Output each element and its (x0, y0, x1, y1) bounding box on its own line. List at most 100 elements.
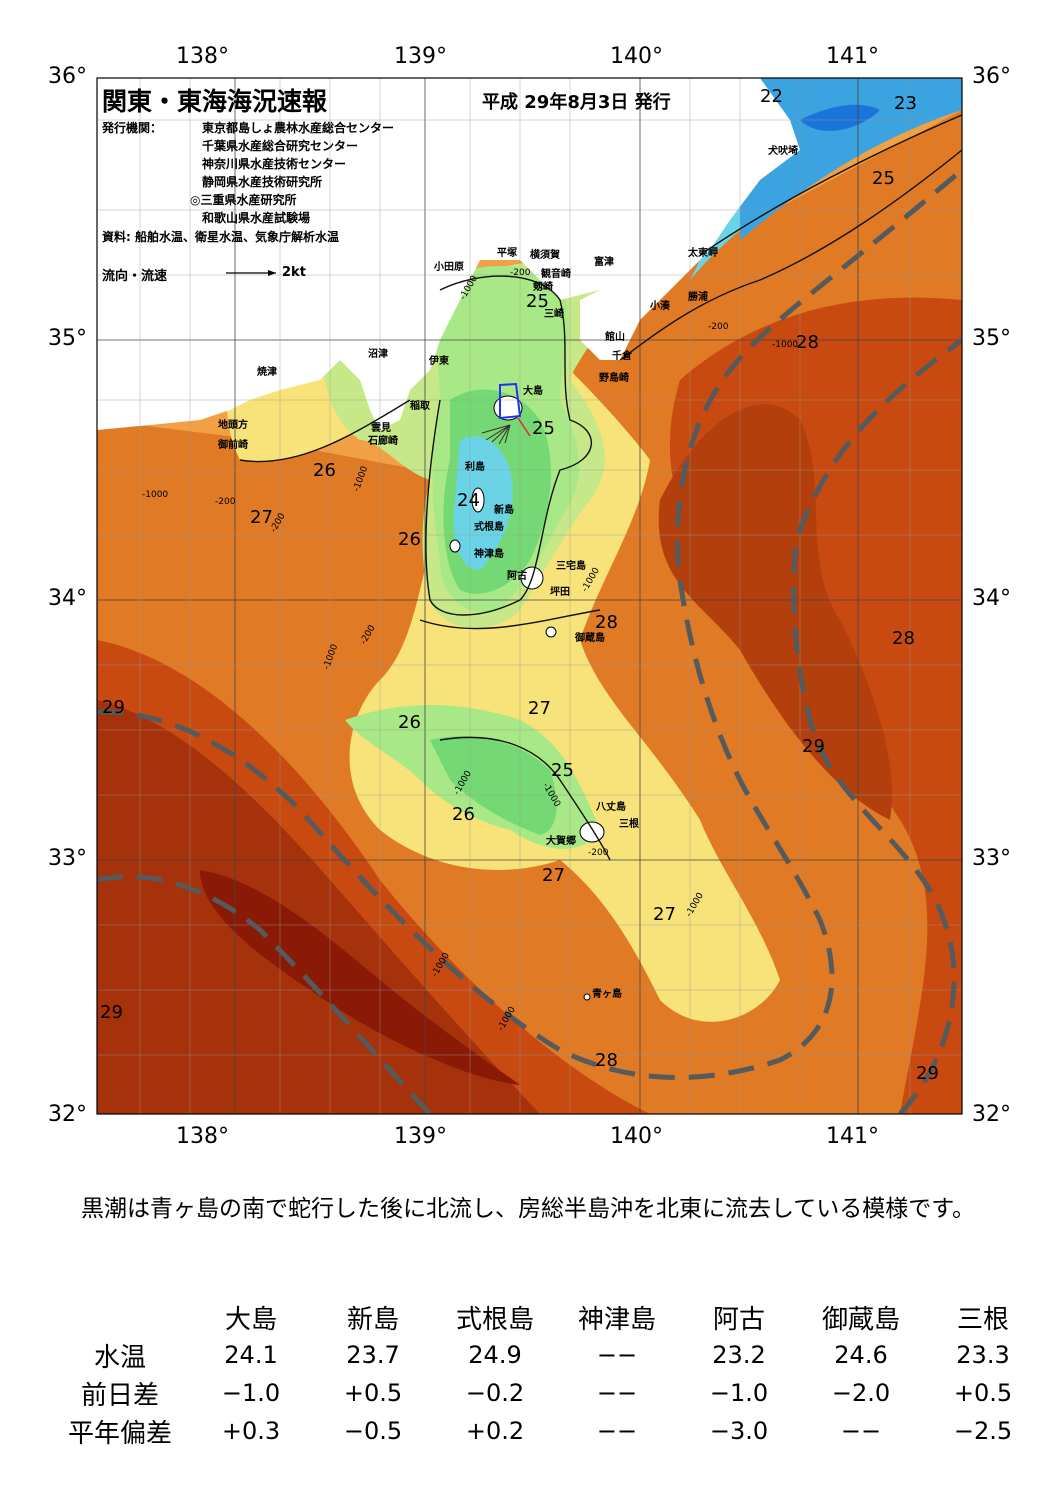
sst-label: 28 (595, 1050, 618, 1071)
place-name: 焼津 (257, 367, 277, 378)
issuer: 神奈川県水産技術センター (202, 157, 347, 171)
sst-label: 28 (892, 628, 915, 649)
sst-label: 26 (398, 529, 421, 550)
lon-label: 141° (826, 1124, 879, 1149)
sst-label: 29 (802, 736, 825, 757)
lat-label: 36° (48, 64, 87, 89)
lat-label: 32° (48, 1102, 87, 1127)
place-name: 式根島 (474, 522, 504, 533)
table-cell: −2.0 (831, 1379, 891, 1407)
table-cell: +0.3 (221, 1417, 281, 1445)
sst-label: 26 (313, 460, 336, 481)
issuer: ◎三重県水産研究所 (190, 193, 297, 207)
row-label: 水温 (93, 1342, 146, 1373)
issuer: 和歌山県水産試験場 (202, 211, 311, 225)
place-name: 三根 (619, 819, 639, 830)
sst-label: 29 (916, 1063, 939, 1084)
place-name: 犬吠埼 (768, 146, 798, 157)
sst-label: 26 (398, 712, 421, 733)
column-header: 阿古 (712, 1304, 765, 1335)
place-name: 阿古 (507, 571, 527, 582)
table-cell: 23.2 (712, 1341, 766, 1369)
sst-label: 26 (452, 804, 475, 825)
sst-label: 28 (595, 612, 618, 633)
lon-label: 140° (610, 44, 663, 69)
flow-legend-label: 流向・流速 (102, 269, 168, 284)
kuroshio-axis (97, 168, 962, 1114)
sst-label: 25 (872, 168, 895, 189)
flow-arrows (481, 424, 511, 445)
place-name: 伊東 (429, 356, 449, 367)
place-name: 八丈島 (596, 802, 626, 813)
sst-label: 28 (796, 332, 819, 353)
table-corner (50, 1298, 190, 1336)
place-name: 富津 (594, 257, 614, 268)
sst-label: 29 (100, 1002, 123, 1023)
place-name: 地頭方 (218, 420, 248, 431)
place-name: 横須賀 (530, 250, 560, 261)
map-title: 関東・東海海況速報 (102, 87, 328, 116)
data-source: 資料: 船舶水温、衛星水温、気象庁解析水温 (102, 230, 339, 244)
lat-label: 32° (972, 1102, 1011, 1127)
table-cell: 23.7 (346, 1341, 400, 1369)
flow-legend-scale: 2kt (282, 265, 306, 280)
lat-label: 34° (972, 586, 1011, 611)
table-cell: −3.0 (709, 1417, 769, 1445)
depth-label: -200 (215, 497, 236, 507)
column-header: 大島 (224, 1304, 277, 1335)
lat-label: 34° (48, 586, 87, 611)
place-name: 千倉 (612, 351, 632, 362)
sst-label: 27 (653, 904, 676, 925)
table-cell: −2.5 (953, 1417, 1013, 1445)
lon-label: 138° (176, 1124, 229, 1149)
place-name: 坪田 (550, 587, 570, 598)
table-cell: −0.5 (343, 1417, 403, 1445)
sst-label: 27 (250, 507, 273, 528)
column-header: 御蔵島 (821, 1304, 900, 1335)
issuer: 千葉県水産総合研究センター (202, 139, 359, 153)
table-cell: +0.2 (465, 1417, 525, 1445)
sst-label: 27 (528, 698, 551, 719)
row-label: 平年偏差 (67, 1418, 172, 1449)
place-name: 勝浦 (688, 292, 708, 303)
depth-label: -200 (708, 322, 729, 332)
table-cell: 24.6 (834, 1341, 888, 1369)
issuer: 東京都島しょ農林水産総合センター (202, 121, 395, 135)
place-name: 館山 (605, 332, 625, 343)
place-name: 神津島 (474, 549, 504, 560)
depth-label: -200 (510, 268, 531, 278)
lon-label: 140° (610, 1124, 663, 1149)
place-name: 大島 (523, 386, 543, 397)
table-cell: −− (596, 1379, 638, 1407)
table-cell: −1.0 (709, 1379, 769, 1407)
place-name: 御蔵島 (575, 633, 605, 644)
place-name: 青ヶ島 (592, 989, 622, 1000)
lat-label: 36° (972, 64, 1011, 89)
sst-label: 25 (551, 760, 574, 781)
land (97, 78, 800, 430)
table-cell: −− (840, 1417, 882, 1445)
table-cell: −− (596, 1417, 638, 1445)
sst-label: 22 (760, 86, 783, 107)
place-name: 雲見 (371, 423, 391, 434)
table-cell: 24.1 (224, 1341, 278, 1369)
table-cell: −− (596, 1341, 638, 1369)
table-cell: +0.5 (953, 1379, 1013, 1407)
place-name: 沼津 (368, 349, 388, 360)
place-name: 石廊崎 (368, 436, 398, 447)
issue-date: 平成 29年8月3日 発行 (482, 92, 671, 113)
sst-label: 24 (457, 490, 480, 511)
place-name: 観音崎 (541, 269, 571, 280)
station-table: 大島 新島 式根島 神津島 阿古 御蔵島 三根 水温 24.1 23.7 24.… (50, 1298, 1044, 1450)
lat-label: 33° (972, 846, 1011, 871)
lon-label: 139° (394, 1124, 447, 1149)
place-name: 御前崎 (218, 440, 248, 451)
table-row: 前日差 −1.0 +0.5 −0.2 −− −1.0 −2.0 +0.5 (50, 1374, 1044, 1412)
table-cell: −0.2 (465, 1379, 525, 1407)
column-header: 式根島 (455, 1304, 534, 1335)
depth-label: -1000 (772, 340, 799, 350)
sst-label: 25 (526, 291, 549, 312)
table-cell: −1.0 (221, 1379, 281, 1407)
row-label: 前日差 (80, 1380, 159, 1411)
depth-label: -1000 (142, 490, 169, 500)
